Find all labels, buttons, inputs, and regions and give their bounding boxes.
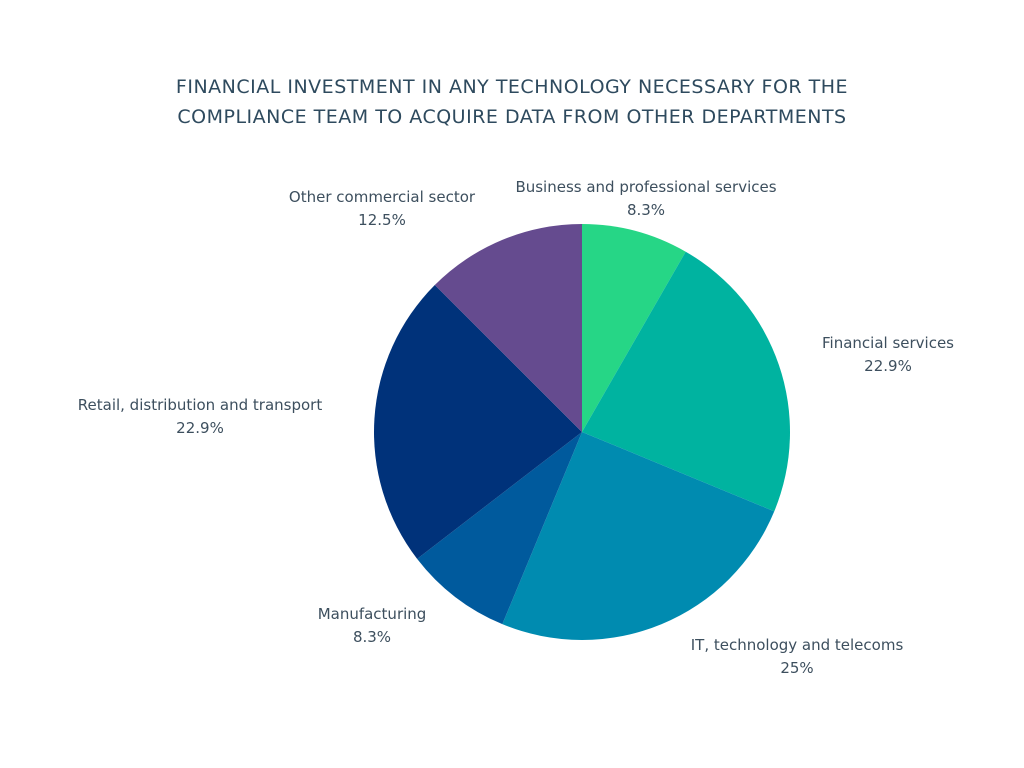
slice-name-label: Manufacturing [318,605,427,623]
slice-name-label: Other commercial sector [289,188,476,206]
pie-slice [374,285,582,559]
pie-slice [582,251,791,512]
pie-slice [582,224,686,432]
pie-slice [434,224,582,432]
slice-value-label: 8.3% [353,628,391,646]
pie-slice [417,432,582,625]
slice-value-label: 25% [780,659,813,677]
chart-title-line-1: FINANCIAL INVESTMENT IN ANY TECHNOLOGY N… [175,76,849,98]
slice-name-label: Financial services [822,334,954,352]
pie-slice [502,432,775,640]
chart-title-line-2: COMPLIANCE TEAM TO ACQUIRE DATA FROM OTH… [177,106,847,128]
slice-value-label: 8.3% [627,201,665,219]
slice-value-label: 22.9% [864,357,912,375]
slice-name-label: IT, technology and telecoms [691,636,904,654]
slice-value-label: 12.5% [358,211,406,229]
slice-value-label: 22.9% [176,419,224,437]
slice-name-label: Business and professional services [515,178,776,196]
slice-name-label: Retail, distribution and transport [78,396,323,414]
